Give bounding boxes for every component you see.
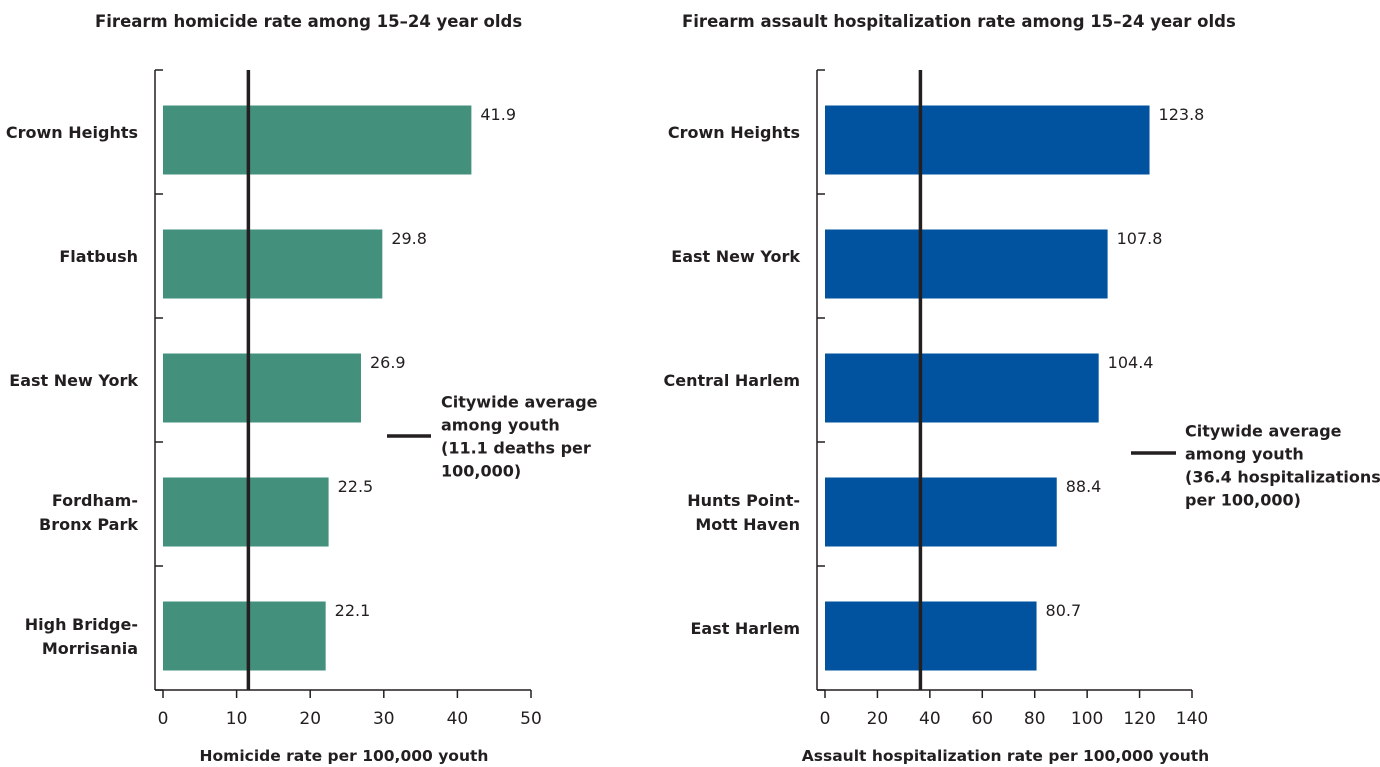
x-tick-label: 40 bbox=[447, 709, 469, 729]
x-axis-label: Assault hospitalization rate per 100,000… bbox=[802, 747, 1209, 765]
x-axis-label: Homicide rate per 100,000 youth bbox=[200, 747, 489, 765]
category-label: Fordham-Bronx Park bbox=[39, 491, 138, 534]
homicide-chart: 0 10 20 30 40 50 41.9 Crown Heights 29.8 Flatbush… bbox=[6, 69, 598, 765]
data-label: 26.9 bbox=[370, 353, 406, 372]
x-tick-label: 0 bbox=[820, 709, 831, 729]
data-label: 88.4 bbox=[1066, 477, 1102, 496]
annotation-text: Citywide average among youth (11.1 deaths … bbox=[441, 393, 598, 481]
category-label: Crown Heights bbox=[6, 123, 138, 142]
bar bbox=[163, 601, 326, 671]
data-label: 104.4 bbox=[1108, 353, 1154, 372]
chart-title-homicide: Firearm homicide rate among 15–24 year o… bbox=[95, 12, 523, 31]
chart-title-hospitalization: Firearm assault hospitalization rate amo… bbox=[682, 12, 1236, 31]
data-label: 29.8 bbox=[391, 229, 427, 248]
bar bbox=[825, 229, 1108, 299]
category-label: East New York bbox=[671, 247, 800, 266]
data-label: 80.7 bbox=[1046, 601, 1082, 620]
category-label: Central Harlem bbox=[664, 371, 800, 390]
x-tick-label: 40 bbox=[919, 709, 941, 729]
bar bbox=[825, 353, 1099, 423]
category-label: East Harlem bbox=[690, 619, 800, 638]
data-label: 107.8 bbox=[1117, 229, 1163, 248]
category-label: East New York bbox=[9, 371, 138, 390]
x-tick-label: 50 bbox=[520, 709, 542, 729]
category-label: Hunts Point-Mott Haven bbox=[687, 491, 800, 534]
x-tick-label: 30 bbox=[373, 709, 395, 729]
data-label: 41.9 bbox=[480, 105, 516, 124]
data-label: 123.8 bbox=[1159, 105, 1205, 124]
annotation-text: Citywide average among youth (36.4 hospita… bbox=[1185, 422, 1380, 510]
bar bbox=[825, 477, 1057, 547]
x-tick-label: 140 bbox=[1176, 709, 1208, 729]
category-label: High Bridge-Morrisania bbox=[25, 615, 138, 658]
bar bbox=[163, 477, 329, 547]
bar bbox=[163, 229, 383, 299]
data-label: 22.5 bbox=[338, 477, 374, 496]
x-tick-label: 100 bbox=[1071, 709, 1103, 729]
x-tick-label: 20 bbox=[867, 709, 889, 729]
x-tick-label: 10 bbox=[226, 709, 248, 729]
x-tick-label: 0 bbox=[158, 709, 169, 729]
x-tick-label: 120 bbox=[1123, 709, 1155, 729]
x-tick-label: 60 bbox=[971, 709, 993, 729]
bar bbox=[825, 601, 1037, 671]
bar bbox=[163, 105, 472, 175]
category-label: Flatbush bbox=[59, 247, 138, 266]
bar bbox=[825, 105, 1150, 175]
hospitalization-chart: 0 20 40 60 80 100 120 140 123.8 Crown Heights 107.… bbox=[664, 69, 1380, 765]
data-label: 22.1 bbox=[335, 601, 371, 620]
category-label: Crown Heights bbox=[668, 123, 800, 142]
x-tick-label: 20 bbox=[299, 709, 321, 729]
x-tick-label: 80 bbox=[1024, 709, 1046, 729]
bar bbox=[163, 353, 361, 423]
